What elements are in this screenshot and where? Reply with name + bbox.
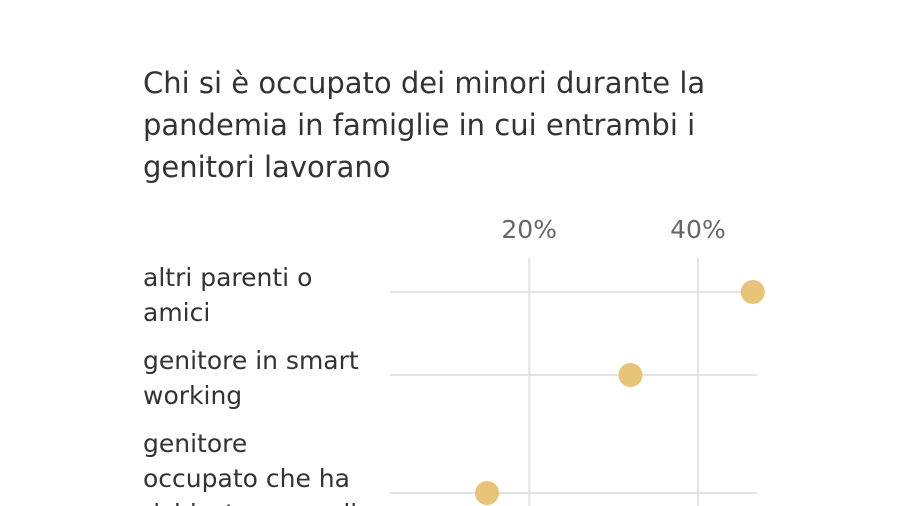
category-label: working	[143, 381, 242, 410]
category-label: occupato che ha	[143, 464, 350, 493]
category-label: amici	[143, 298, 210, 327]
chart-title: Chi si è occupato dei minori durante la …	[143, 66, 706, 184]
category-label: richiesto congedi	[143, 499, 357, 506]
x-tick-label: 40%	[670, 215, 726, 244]
x-tick-label: 20%	[501, 215, 557, 244]
data-point	[618, 363, 643, 387]
data-point	[475, 481, 500, 505]
data-point	[740, 280, 765, 304]
category-label: genitore in smart	[143, 346, 359, 375]
category-label: altri parenti o	[143, 263, 312, 292]
category-label: genitore	[143, 429, 247, 458]
